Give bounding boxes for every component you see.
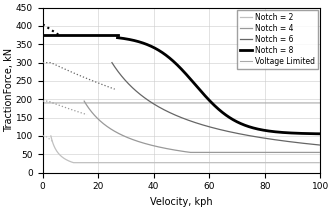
Y-axis label: TractionForce, kN: TractionForce, kN <box>4 48 14 132</box>
X-axis label: Velocity, kph: Velocity, kph <box>150 197 213 207</box>
Legend: Notch = 2, Notch = 4, Notch = 6, Notch = 8, Voltage Limited: Notch = 2, Notch = 4, Notch = 6, Notch =… <box>237 10 318 69</box>
